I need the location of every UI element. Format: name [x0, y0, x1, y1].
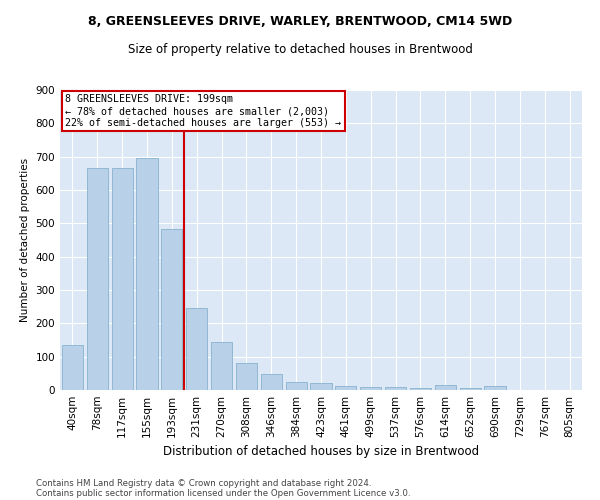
Bar — [360, 386, 381, 390]
Bar — [161, 229, 182, 390]
Text: Contains HM Land Registry data © Crown copyright and database right 2024.: Contains HM Land Registry data © Crown c… — [36, 478, 371, 488]
Text: Contains public sector information licensed under the Open Government Licence v3: Contains public sector information licen… — [36, 488, 410, 498]
Bar — [286, 382, 307, 390]
Bar — [236, 362, 257, 390]
Bar — [310, 384, 332, 390]
Y-axis label: Number of detached properties: Number of detached properties — [20, 158, 30, 322]
Bar — [460, 388, 481, 390]
Bar — [484, 386, 506, 390]
Bar — [87, 168, 108, 390]
Bar — [410, 388, 431, 390]
Bar — [62, 345, 83, 390]
Bar — [186, 308, 207, 390]
Text: 8 GREENSLEEVES DRIVE: 199sqm
← 78% of detached houses are smaller (2,003)
22% of: 8 GREENSLEEVES DRIVE: 199sqm ← 78% of de… — [65, 94, 341, 128]
Bar — [261, 374, 282, 390]
Bar — [136, 158, 158, 390]
Bar — [335, 386, 356, 390]
Bar — [435, 385, 456, 390]
Text: 8, GREENSLEEVES DRIVE, WARLEY, BRENTWOOD, CM14 5WD: 8, GREENSLEEVES DRIVE, WARLEY, BRENTWOOD… — [88, 15, 512, 28]
Text: Size of property relative to detached houses in Brentwood: Size of property relative to detached ho… — [128, 42, 472, 56]
Bar — [385, 388, 406, 390]
Bar — [211, 342, 232, 390]
X-axis label: Distribution of detached houses by size in Brentwood: Distribution of detached houses by size … — [163, 446, 479, 458]
Bar — [112, 168, 133, 390]
